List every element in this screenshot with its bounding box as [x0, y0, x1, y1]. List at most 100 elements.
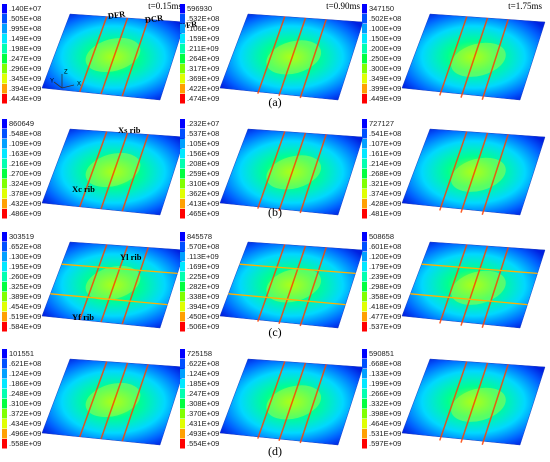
legend-swatch: [2, 252, 7, 262]
legend-label: .652E+08: [9, 242, 41, 251]
time-label: t=0.90ms: [326, 1, 360, 11]
legend-swatch: [362, 119, 367, 129]
legend-swatch: [2, 54, 7, 64]
rib: [100, 132, 129, 210]
legend-swatch: [2, 169, 7, 179]
rib: [460, 362, 489, 443]
legend-swatch: [180, 14, 185, 24]
annotation: DCR: [144, 12, 164, 25]
legend-label: 347150: [369, 4, 394, 13]
legend-swatch: [180, 159, 185, 169]
legend-swatch: [180, 119, 185, 129]
legend-label: .428E+09: [369, 199, 401, 208]
rib: [460, 132, 489, 213]
legend-label: .120E+09: [369, 252, 401, 261]
legend-label: 590851: [369, 349, 394, 358]
legend-swatch: [180, 302, 185, 312]
legend-swatch: [180, 439, 185, 449]
hot-zone: [85, 382, 141, 418]
rib: [481, 247, 509, 328]
legend-label: .113E+09: [187, 252, 219, 261]
axis-label: Y: [50, 79, 54, 85]
row-label: (b): [268, 205, 282, 219]
plate: [401, 358, 546, 446]
legend-swatch: [2, 209, 7, 219]
legend-label: .321E+09: [369, 179, 401, 188]
legend-swatch: [2, 322, 7, 332]
legend-swatch: [362, 139, 367, 149]
legend-label: .532E+08: [187, 14, 219, 23]
legend-swatch: [2, 409, 7, 419]
legend-label: .506E+09: [187, 322, 219, 331]
legend-label: .486E+09: [9, 209, 41, 218]
row-label: (a): [268, 95, 281, 109]
legend-swatch: [2, 24, 7, 34]
legend-label: .537E+09: [369, 322, 401, 331]
legend-label: .422E+09: [187, 84, 219, 93]
legend-label: .308E+09: [187, 399, 219, 408]
legend-label: .398E+09: [369, 409, 401, 418]
legend-label: .584E+09: [9, 322, 41, 331]
time-label: t=0.15ms: [148, 1, 182, 11]
legend-label: .232E+07: [187, 119, 219, 128]
legend-swatch: [180, 399, 185, 409]
legend-label: .124E+09: [187, 369, 219, 378]
legend-label: .362E+09: [187, 189, 219, 198]
legend-label: .432E+09: [9, 199, 41, 208]
legend-label: .324E+09: [9, 179, 41, 188]
legend-label: .225E+09: [187, 272, 219, 281]
legend-label: .239E+09: [369, 272, 401, 281]
legend-swatch: [362, 232, 367, 242]
legend-swatch: [180, 24, 185, 34]
hot-zone: [266, 155, 322, 190]
legend-label: .214E+09: [369, 159, 401, 168]
rib: [278, 362, 307, 442]
legend-swatch: [2, 159, 7, 169]
legend-label: 508658: [369, 232, 394, 241]
legend-label: .270E+09: [9, 169, 41, 178]
legend-swatch: [180, 349, 185, 359]
legend-swatch: [180, 369, 185, 379]
legend-label: .133E+09: [369, 369, 401, 378]
legend-swatch: [180, 282, 185, 292]
legend-label: .622E+08: [187, 359, 219, 368]
legend-label: .338E+09: [187, 292, 219, 301]
legend-label: .474E+09: [187, 94, 219, 103]
legend-label: .156E+09: [187, 149, 219, 158]
legend-label: .106E+09: [187, 24, 219, 33]
legend-swatch: [180, 44, 185, 54]
legend-swatch: [2, 232, 7, 242]
annotation: Xs rib: [118, 125, 141, 135]
legend-label: .558E+09: [9, 439, 41, 448]
rib: [257, 131, 286, 209]
legend-swatch: [362, 64, 367, 74]
legend-label: .519E+09: [9, 312, 41, 321]
legend-swatch: [180, 242, 185, 252]
legend-swatch: [180, 429, 185, 439]
legend-swatch: [2, 349, 7, 359]
legend-swatch: [180, 129, 185, 139]
legend-swatch: [180, 199, 185, 209]
legend-swatch: [2, 84, 7, 94]
rib: [481, 364, 509, 445]
time-label: t=1.75ms: [508, 1, 542, 11]
hot-zone: [85, 152, 141, 188]
legend-label: .317E+09: [187, 64, 219, 73]
legend-label: .537E+08: [187, 129, 219, 138]
legend-swatch: [362, 349, 367, 359]
legend-label: .298E+09: [369, 282, 401, 291]
legend-label: .477E+09: [369, 312, 401, 321]
row-label: (c): [268, 325, 281, 339]
legend-swatch: [362, 189, 367, 199]
legend-swatch: [2, 179, 7, 189]
legend-swatch: [362, 252, 367, 262]
legend-swatch: [180, 322, 185, 332]
legend-label: .418E+09: [369, 302, 401, 311]
legend-swatch: [2, 272, 7, 282]
legend-swatch: [362, 389, 367, 399]
legend-label: .325E+09: [9, 282, 41, 291]
legend-swatch: [362, 34, 367, 44]
rib: [439, 361, 468, 441]
plate: [401, 241, 546, 329]
legend-swatch: [362, 4, 367, 14]
